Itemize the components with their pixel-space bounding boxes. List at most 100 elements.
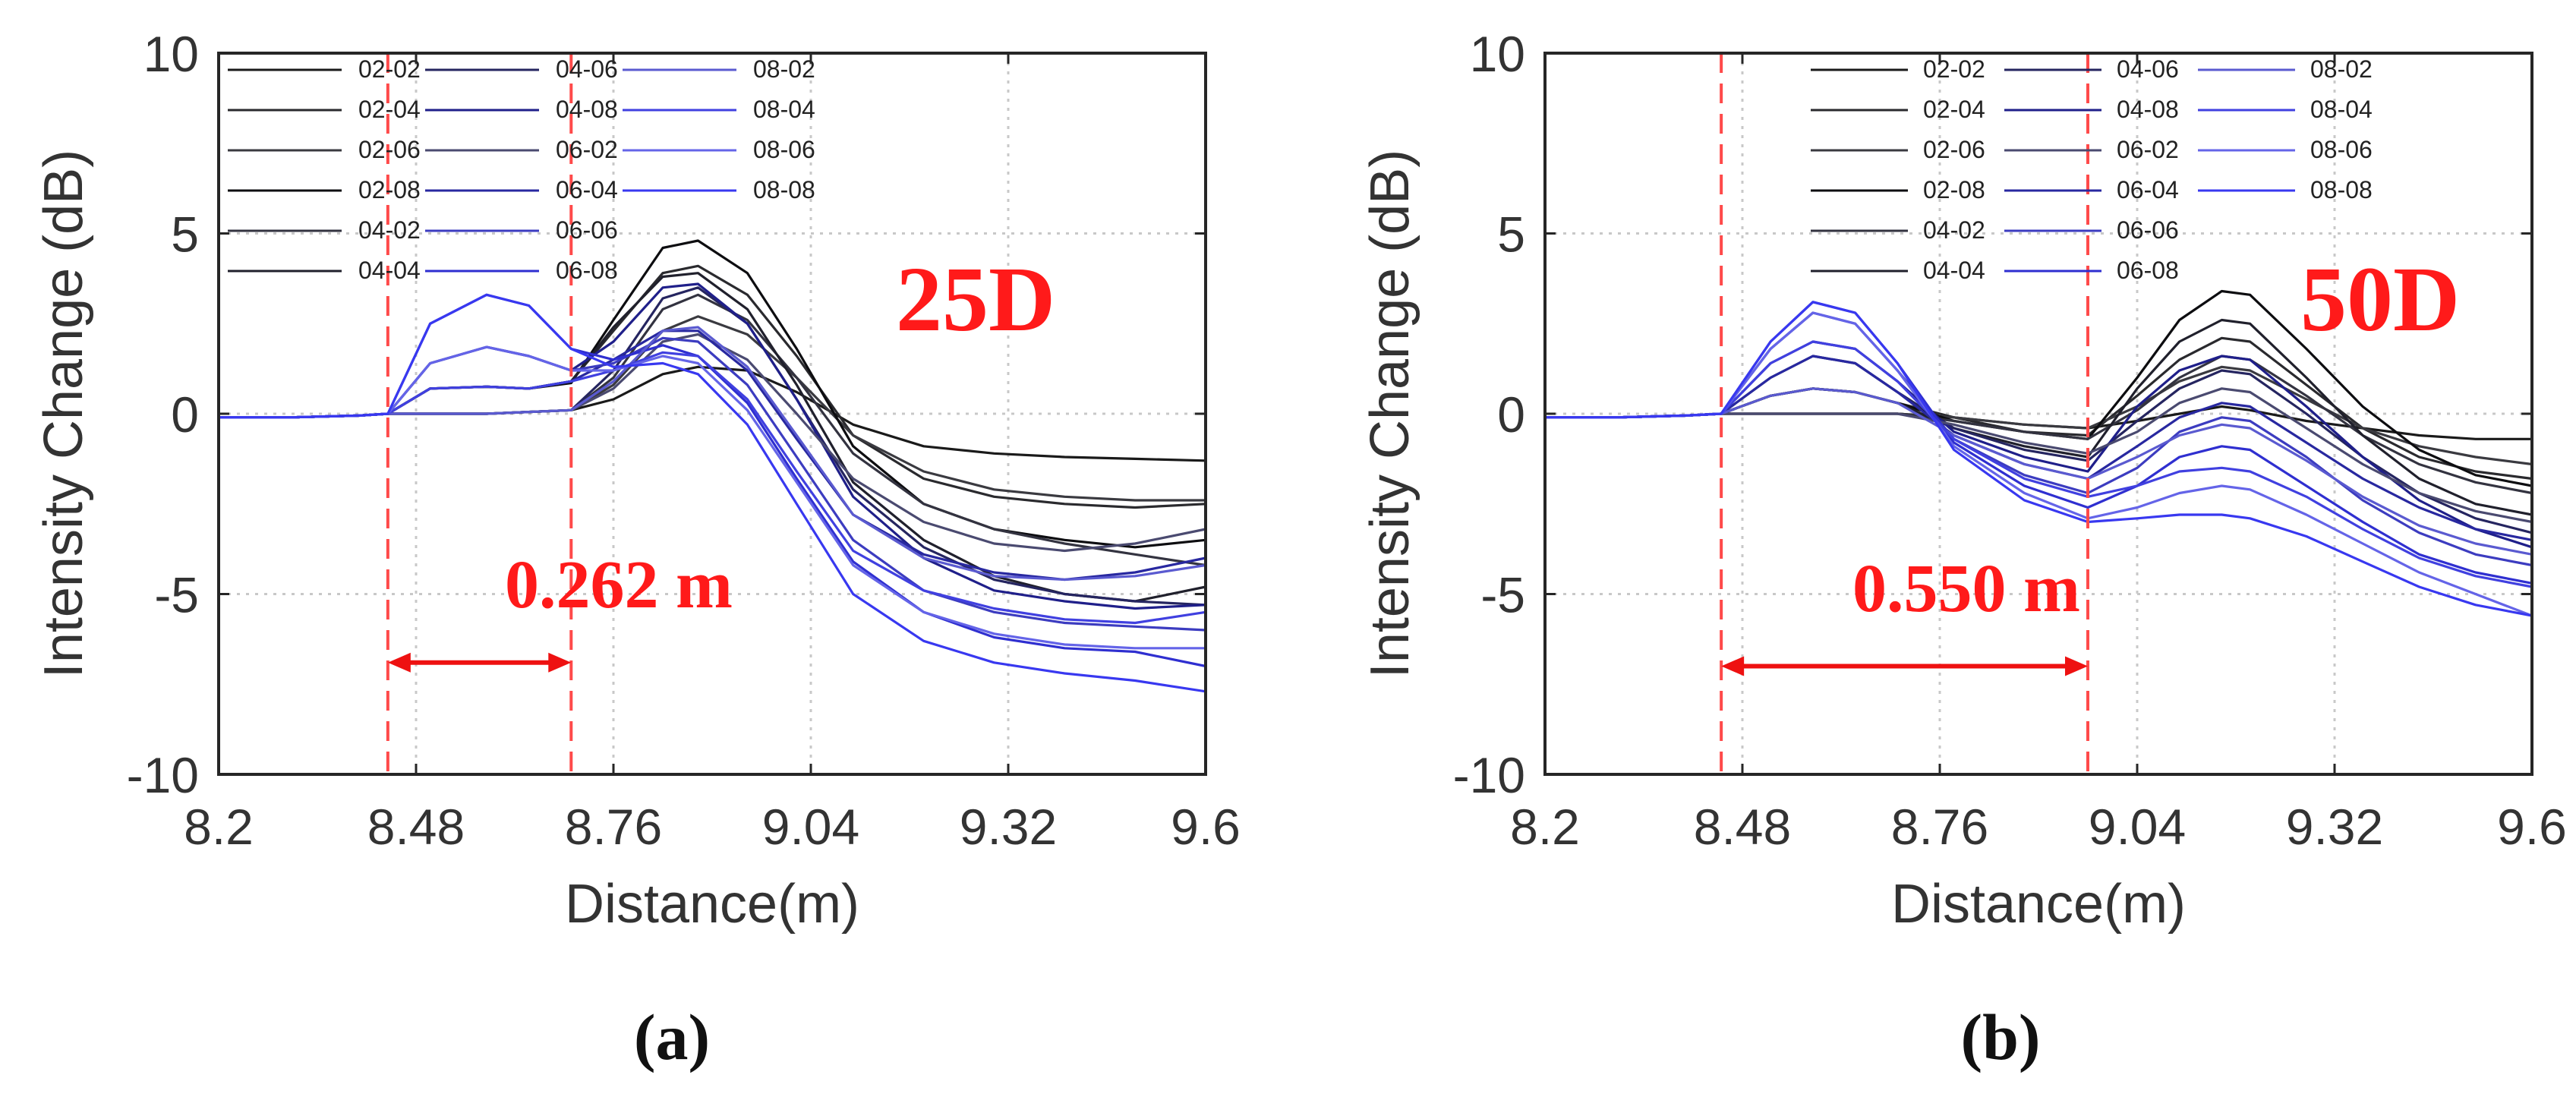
x-tick-label: 8.2 [184, 799, 254, 855]
legend-item-04-02: 04-02 [228, 216, 421, 244]
legend-item-04-08: 04-08 [2004, 96, 2179, 123]
legend-label: 02-04 [358, 96, 421, 123]
legend-label: 04-08 [556, 96, 618, 123]
legend-label: 04-02 [1923, 216, 1985, 244]
panel-caption: (b) [1960, 1001, 2040, 1073]
legend-label: 04-04 [1923, 257, 1985, 284]
legend-label: 02-04 [1923, 96, 1985, 123]
legend-label: 04-06 [2117, 55, 2179, 83]
legend-item-08-08: 08-08 [2198, 176, 2373, 203]
legend-label: 02-02 [1923, 55, 1985, 83]
legend-item-08-02: 08-02 [623, 55, 815, 83]
legend-label: 06-06 [2117, 216, 2179, 244]
series-group [219, 239, 1206, 693]
x-tick-label: 9.32 [960, 799, 1057, 855]
series-line-08-04 [1545, 340, 2533, 588]
legend-item-04-06: 04-06 [2004, 55, 2179, 83]
legend-item-04-08: 04-08 [425, 96, 618, 123]
y-tick-label: -5 [1480, 567, 1525, 623]
legend-item-08-08: 08-08 [623, 176, 815, 203]
legend-label: 06-04 [2117, 176, 2179, 203]
legend-item-04-04: 04-04 [228, 257, 421, 284]
legend-item-06-06: 06-06 [425, 216, 618, 244]
span-arrowhead-left [1721, 656, 1745, 676]
legend-item-02-08: 02-08 [228, 176, 421, 203]
legend-item-02-04: 02-04 [1811, 96, 1985, 123]
legend-item-04-02: 04-02 [1811, 216, 1985, 244]
legend-item-08-06: 08-06 [2198, 136, 2373, 163]
series-group [1545, 289, 2533, 617]
x-tick-label: 9.04 [762, 799, 859, 855]
chart-panel-b: 0.550 m 50D 02-02 02-04 02-06 02-08 04-02 04-04… [1360, 26, 2567, 1073]
legend-label: 08-08 [753, 176, 815, 203]
legend-item-06-02: 06-02 [425, 136, 618, 163]
y-axis-label: Intensity Change (dB) [33, 150, 94, 678]
x-tick-label: 9.32 [2286, 799, 2383, 855]
legend-label: 08-04 [2310, 96, 2373, 123]
legend: 02-02 02-04 02-06 02-08 04-02 04-04 04-06 04-08… [228, 55, 815, 284]
legend-label: 06-04 [556, 176, 618, 203]
x-axis-label: Distance(m) [1891, 874, 2186, 935]
legend-label: 08-04 [753, 96, 815, 123]
series-line-08-08 [219, 293, 1206, 693]
y-tick-label: 5 [1497, 206, 1525, 263]
legend-item-06-04: 06-04 [2004, 176, 2179, 203]
span-arrowhead-left [387, 652, 411, 673]
legend-label: 04-08 [2117, 96, 2179, 123]
y-tick-label: 10 [143, 26, 199, 82]
chart-panel-a: 0.262 m 25D 02-02 02-04 02-06 02-08 04-02 04-04… [33, 26, 1241, 1073]
y-tick-label: 10 [1470, 26, 1525, 82]
legend-item-06-08: 06-08 [2004, 257, 2179, 284]
legend-label: 02-08 [358, 176, 421, 203]
legend-label: 06-02 [2117, 136, 2179, 163]
legend-item-06-02: 06-02 [2004, 136, 2179, 163]
panel-badge: 50D [2300, 248, 2460, 351]
y-axis-label: Intensity Change (dB) [1360, 150, 1420, 678]
legend-item-02-06: 02-06 [1811, 136, 1985, 163]
legend-item-02-08: 02-08 [1811, 176, 1985, 203]
span-arrowhead-right [2065, 656, 2088, 676]
legend-item-02-02: 02-02 [1811, 55, 1985, 83]
x-tick-label: 8.48 [1694, 799, 1791, 855]
legend-item-06-04: 06-04 [425, 176, 618, 203]
legend-item-08-02: 08-02 [2198, 55, 2373, 83]
span-label: 0.262 m [505, 547, 733, 623]
x-tick-label: 8.2 [1510, 799, 1580, 855]
panel-caption: (a) [634, 1001, 710, 1073]
span-label: 0.550 m [1852, 551, 2080, 626]
legend-label: 06-02 [556, 136, 618, 163]
y-tick-label: 0 [171, 386, 199, 443]
span-arrowhead-right [548, 652, 572, 673]
x-tick-label: 9.6 [1171, 799, 1241, 855]
y-tick-label: 0 [1497, 386, 1525, 443]
legend-label: 04-06 [556, 55, 618, 83]
legend-label: 04-04 [358, 257, 421, 284]
legend-label: 02-06 [358, 136, 421, 163]
legend-item-06-06: 06-06 [2004, 216, 2179, 244]
y-tick-label: -10 [1453, 747, 1525, 803]
legend-label: 06-08 [2117, 257, 2179, 284]
legend-label: 08-06 [753, 136, 815, 163]
legend-item-02-04: 02-04 [228, 96, 421, 123]
legend-item-06-08: 06-08 [425, 257, 618, 284]
y-tick-label: -10 [127, 747, 199, 803]
legend-label: 08-02 [753, 55, 815, 83]
legend-label: 04-02 [358, 216, 421, 244]
legend-item-08-06: 08-06 [623, 136, 815, 163]
legend-label: 08-08 [2310, 176, 2373, 203]
legend-label: 08-06 [2310, 136, 2373, 163]
series-line-08-08 [1545, 301, 2533, 617]
legend-label: 08-02 [2310, 55, 2373, 83]
x-tick-label: 9.6 [2497, 799, 2567, 855]
legend-item-02-06: 02-06 [228, 136, 421, 163]
legend-label: 02-06 [1923, 136, 1985, 163]
legend-item-08-04: 08-04 [2198, 96, 2373, 123]
panel-badge: 25D [896, 248, 1055, 351]
legend-label: 02-02 [358, 55, 421, 83]
y-tick-label: -5 [154, 567, 199, 623]
x-tick-label: 8.76 [1891, 799, 1988, 855]
x-tick-label: 8.76 [565, 799, 662, 855]
legend-item-04-06: 04-06 [425, 55, 618, 83]
legend-label: 02-08 [1923, 176, 1985, 203]
